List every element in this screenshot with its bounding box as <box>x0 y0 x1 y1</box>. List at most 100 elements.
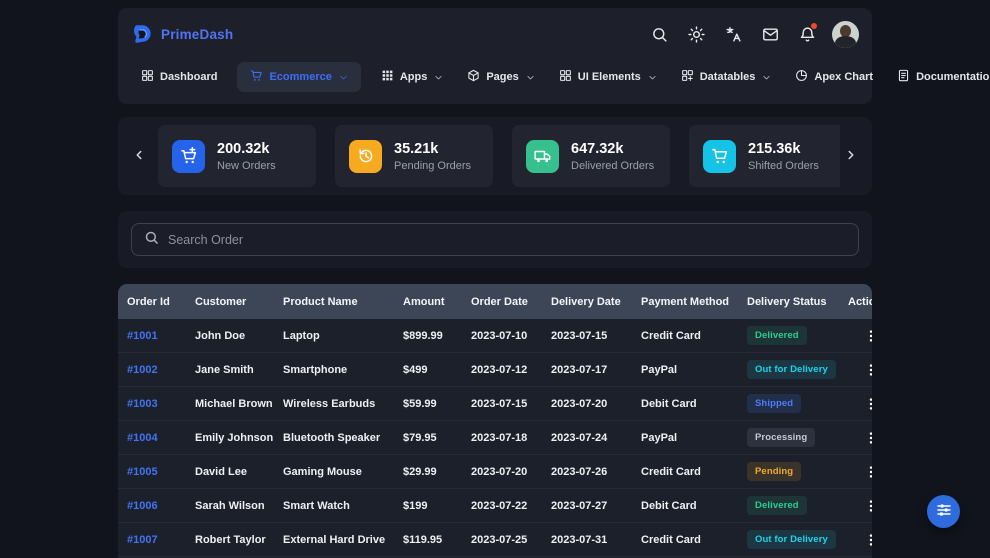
order-date-cell: 2023-07-15 <box>471 397 528 410</box>
payment-method-cell: Credit Card <box>641 533 701 546</box>
box-icon <box>467 69 480 85</box>
status-badge: Out for Delivery <box>747 360 836 379</box>
row-actions-menu-button[interactable] <box>861 360 872 380</box>
customizer-button[interactable] <box>927 495 960 528</box>
status-badge: Out for Delivery <box>747 530 836 549</box>
table-body: #1001 John Doe Laptop $899.99 2023-07-10 2023… <box>118 319 872 558</box>
stat-text: 647.32k Delivered Orders <box>571 140 654 172</box>
translate-icon[interactable] <box>721 22 745 46</box>
chevron-right-icon <box>844 148 858 165</box>
customer-cell: Michael Brown <box>186 398 274 410</box>
action-cell <box>839 326 872 346</box>
customer-cell: David Lee <box>195 465 247 478</box>
nav-item-documentation[interactable]: Documentation <box>887 62 990 92</box>
order-id-cell: #1002 <box>118 364 186 376</box>
stat-card-delivered-orders[interactable]: 647.32k Delivered Orders <box>512 125 670 187</box>
order-id-cell: #1006 <box>118 500 186 512</box>
brand-name: PrimeDash <box>161 26 234 42</box>
action-cell <box>839 496 872 516</box>
delivery-date-cell: 2023-07-20 <box>542 398 632 410</box>
order-id-cell: #1004 <box>118 432 186 444</box>
nav-item-pages[interactable]: Pages <box>457 62 544 92</box>
row-actions-menu-button[interactable] <box>861 326 872 346</box>
payment-method-cell: Debit Card <box>641 397 697 410</box>
order-id-link[interactable]: #1003 <box>127 397 158 410</box>
search-order-box[interactable] <box>131 223 859 256</box>
carousel-prev-button[interactable] <box>128 141 150 171</box>
stat-card-shifted-orders[interactable]: 215.36k Shifted Orders <box>689 125 840 187</box>
nav-item-ecommerce[interactable]: Ecommerce <box>237 62 361 92</box>
search-icon[interactable] <box>647 22 671 46</box>
product-cell: External Hard Drive <box>274 534 394 546</box>
amount-cell: $119.95 <box>403 533 443 546</box>
delivery-date-cell: 2023-07-20 <box>551 397 608 410</box>
apps9-icon <box>381 69 394 85</box>
brand[interactable]: PrimeDash <box>131 23 233 45</box>
order-date-cell: 2023-07-18 <box>471 431 528 444</box>
action-cell <box>839 360 872 380</box>
amount-cell: $899.99 <box>394 330 462 342</box>
order-id-cell: #1001 <box>118 330 186 342</box>
row-actions-menu-button[interactable] <box>861 496 872 516</box>
carousel-next-button[interactable] <box>840 141 862 171</box>
theme-icon[interactable] <box>684 22 708 46</box>
order-date-cell: 2023-07-12 <box>462 364 542 376</box>
stat-value: 35.21k <box>394 140 439 157</box>
row-actions-menu-button[interactable] <box>861 394 872 414</box>
avatar[interactable] <box>832 20 859 48</box>
product-cell: Wireless Earbuds <box>274 398 394 410</box>
order-id-link[interactable]: #1004 <box>127 431 158 444</box>
pie-icon <box>795 69 808 85</box>
row-actions-menu-button[interactable] <box>861 428 872 448</box>
column-header-product-name: Product Name <box>283 295 358 308</box>
stat-label: Shifted Orders <box>748 160 819 173</box>
nav-item-datatables[interactable]: Datatables <box>671 62 782 92</box>
customer-cell: Sarah Wilson <box>186 500 274 512</box>
mail-icon[interactable] <box>758 22 782 46</box>
search-order-input[interactable] <box>168 232 846 247</box>
main-content: PrimeDash Dashboard Ecommerce Apps Pages UI … <box>118 0 990 558</box>
order-id-link[interactable]: #1007 <box>127 533 158 546</box>
order-id-link[interactable]: #1005 <box>127 465 158 478</box>
customer-cell: Robert Taylor <box>195 533 266 546</box>
delivery-status-cell: Delivered <box>738 496 839 515</box>
delivery-date-cell: 2023-07-27 <box>551 499 608 512</box>
stat-card-new-orders[interactable]: 200.32k New Orders <box>158 125 316 187</box>
order-id-link[interactable]: #1006 <box>127 499 158 512</box>
header: PrimeDash Dashboard Ecommerce Apps Pages UI … <box>118 8 990 104</box>
nav-item-apps[interactable]: Apps <box>371 62 454 92</box>
order-date-cell: 2023-07-22 <box>462 500 542 512</box>
table-row: #1004 Emily Johnson Bluetooth Speaker $79.9… <box>118 421 872 455</box>
nav-item-ui-elements[interactable]: UI Elements <box>549 62 667 92</box>
order-id-link[interactable]: #1002 <box>127 363 158 376</box>
table-row: #1007 Robert Taylor External Hard Drive $11… <box>118 523 872 557</box>
grid4-icon <box>141 69 154 85</box>
search-icon <box>144 230 159 250</box>
order-id-link[interactable]: #1001 <box>127 329 158 342</box>
cartplus-icon <box>172 139 205 173</box>
amount-cell: $119.95 <box>394 534 462 546</box>
payment-method-cell: PayPal <box>641 363 678 376</box>
customer-cell: Emily Johnson <box>195 431 274 444</box>
brand-logo-icon <box>131 23 153 45</box>
row-actions-menu-button[interactable] <box>861 462 872 482</box>
nav-item-dashboard[interactable]: Dashboard <box>131 62 227 92</box>
product-cell: Bluetooth Speaker <box>274 432 394 444</box>
product-cell: Laptop <box>274 330 394 342</box>
stat-label: Pending Orders <box>394 160 472 173</box>
customer-cell: Michael Brown <box>195 397 273 410</box>
delivery-date-cell: 2023-07-15 <box>542 330 632 342</box>
product-cell: Gaming Mouse <box>274 466 394 478</box>
main-nav: Dashboard Ecommerce Apps Pages UI Elements Da… <box>131 62 990 92</box>
table-row: #1002 Jane Smith Smartphone $499 2023-07-12 2… <box>118 353 872 387</box>
customer-cell: Jane Smith <box>186 364 274 376</box>
notifications-bell-icon[interactable] <box>795 22 819 46</box>
stat-card-pending-orders[interactable]: 35.21k Pending Orders <box>335 125 493 187</box>
product-cell: Gaming Mouse <box>283 465 362 478</box>
payment-method-cell: Credit Card <box>632 330 738 342</box>
delivery-status-cell: Pending <box>738 462 839 481</box>
payment-method-cell: Credit Card <box>632 466 738 478</box>
row-actions-menu-button[interactable] <box>861 530 872 550</box>
nav-item-apex-chart[interactable]: Apex Chart <box>785 62 883 92</box>
product-cell: Smart Watch <box>283 499 350 512</box>
